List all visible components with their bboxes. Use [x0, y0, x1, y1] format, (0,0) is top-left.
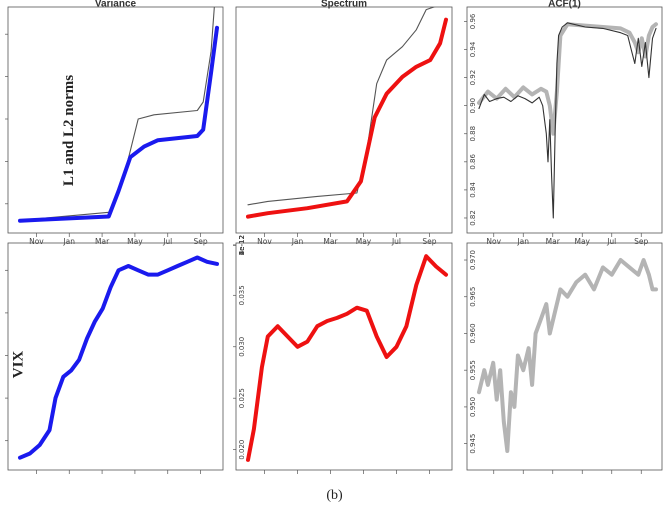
x-tick-label: May [356, 237, 372, 246]
y-tick-label: 0.90 [469, 98, 477, 114]
chart-panel-0: Variance Nov Jan Mar May Jul Sep [5, 0, 224, 246]
series-line-1 [246, 17, 448, 219]
x-tick-label: Sep [634, 237, 648, 246]
chart-panel-1: Spectrum Nov Jan Mar May Jul Sep 1e-122e-123e-1… [233, 0, 453, 255]
x-tick-label: Sep [194, 237, 208, 246]
chart-panel-2: ACF(1) Nov Jan Mar May Jul Sep 0.82 0.84 0.86 0.88… [464, 0, 663, 246]
plot-frame [7, 6, 224, 234]
series-line-0 [246, 254, 448, 462]
plot-frame [466, 242, 663, 471]
y-tick-label: 2e-12 [238, 235, 246, 255]
series-line-0 [18, 255, 219, 460]
series-line-0 [477, 258, 658, 453]
y-tick-label: 0.945 [469, 434, 477, 454]
row-label-norms-text: L1 and L2 norms [61, 74, 78, 187]
y-tick-label: 0.035 [238, 285, 246, 305]
x-tick-label: Nov [29, 237, 44, 246]
x-tick-label: May [574, 237, 590, 246]
series-line-1 [18, 25, 219, 223]
x-tick-label: Mar [323, 237, 338, 246]
plot-frame [7, 242, 224, 471]
y-tick-label: 0.88 [469, 126, 477, 142]
y-tick-label: 0.960 [469, 323, 477, 343]
panel-title: ACF(1) [548, 0, 581, 10]
series-line-0 [19, 7, 215, 222]
plot-frame [235, 242, 453, 471]
x-tick-label: Nov [257, 237, 272, 246]
row-label-vix-text: VIX [10, 350, 27, 379]
y-tick-label: 0.965 [469, 287, 477, 307]
panel-title: Variance [95, 0, 137, 10]
x-tick-label: Jul [162, 237, 172, 246]
x-tick-label: May [127, 237, 143, 246]
chart-panel-3 [5, 242, 224, 474]
y-tick-label: 3e-12 [238, 235, 246, 255]
y-tick-label: 4e-12 [238, 235, 246, 255]
plot-frame [235, 6, 453, 234]
y-tick-label: 0.955 [469, 360, 477, 380]
x-tick-label: Jul [606, 237, 616, 246]
y-tick-label: 0.92 [469, 70, 477, 86]
chart-panel-5: 0.945 0.950 0.955 0.960 0.965 0.970 [464, 242, 663, 474]
y-tick-label: 0.84 [469, 182, 477, 198]
x-tick-label: Mar [546, 237, 561, 246]
x-tick-label: Jan [291, 237, 304, 246]
x-tick-label: Sep [422, 237, 436, 246]
x-tick-label: Mar [95, 237, 110, 246]
chart-panel-4: 0.020 0.025 0.030 0.035 [233, 242, 453, 474]
y-tick-label: 0.950 [469, 397, 477, 417]
row-label-vix: VIX [10, 351, 27, 379]
y-tick-label: 0.96 [469, 13, 477, 29]
series-line-1 [478, 22, 657, 219]
y-tick-label: 0.94 [469, 41, 477, 57]
x-tick-label: Jan [62, 237, 75, 246]
plot-frame [466, 6, 663, 234]
y-tick-label: 0.82 [469, 210, 477, 226]
y-tick-label: 0.020 [238, 440, 246, 460]
x-tick-label: Jan [516, 237, 529, 246]
series-line-0 [477, 22, 658, 136]
x-tick-label: Nov [486, 237, 501, 246]
y-tick-label: 0.025 [238, 388, 246, 408]
panel-title: Spectrum [321, 0, 367, 10]
y-tick-label: 0.86 [469, 153, 477, 169]
y-tick-label: 5e-12 [238, 235, 246, 255]
row-label-norms: L1 and L2 norms [61, 75, 78, 186]
figure-caption: (b) [326, 488, 343, 503]
y-tick-label: 6e-12 [238, 235, 246, 255]
y-tick-label: 0.970 [469, 250, 477, 270]
y-tick-label: 1e-12 [238, 235, 246, 255]
x-tick-label: Jul [391, 237, 401, 246]
y-tick-label: 0.030 [238, 337, 246, 357]
series-line-0 [247, 7, 436, 206]
